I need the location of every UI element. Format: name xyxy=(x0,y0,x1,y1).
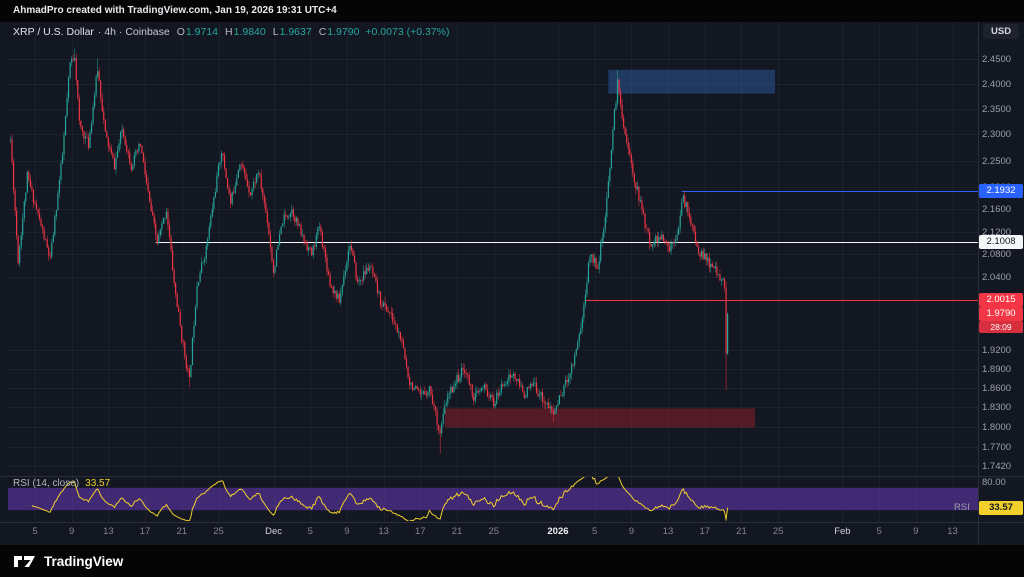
time-tick: 21 xyxy=(736,526,747,537)
close-label: C xyxy=(318,26,327,38)
open-label: O xyxy=(176,26,185,38)
time-tick: 13 xyxy=(378,526,389,537)
symbol-title[interactable]: XRP / U.S. Dollar xyxy=(13,26,94,38)
price-tick: 2.4000 xyxy=(982,78,1012,90)
tradingview-logo-text: TradingView xyxy=(44,553,124,569)
price-tick: 2.0400 xyxy=(982,272,1012,284)
rsi-value-badge: 33.57 xyxy=(979,501,1023,516)
time-tick: 5 xyxy=(307,526,313,537)
time-tick: 5 xyxy=(592,526,598,537)
high-value: 1.9840 xyxy=(233,26,266,38)
symbol-meta: · 4h · Coinbase xyxy=(97,26,170,38)
time-tick: 17 xyxy=(139,526,151,537)
price-tick: 1.9200 xyxy=(982,344,1012,356)
price-tick: 1.8900 xyxy=(982,363,1012,375)
tradingview-logo-icon xyxy=(14,555,35,567)
rsi-axis-label: RSI xyxy=(954,502,970,514)
price-badge-last: 1.9790 xyxy=(979,306,1023,321)
price-tick: 2.3000 xyxy=(982,129,1012,141)
time-tick: 9 xyxy=(344,526,350,537)
currency-button[interactable]: USD xyxy=(983,24,1020,39)
tradingview-logo[interactable]: TradingView xyxy=(12,554,123,569)
time-tick: 21 xyxy=(451,526,463,537)
bar-countdown: 28:09 xyxy=(979,320,1023,333)
price-badge-white: 2.1008 xyxy=(979,235,1023,250)
time-tick: 21 xyxy=(176,526,188,537)
price-tick: 2.1600 xyxy=(982,204,1012,216)
time-tick: 5 xyxy=(32,526,38,537)
rsi-axis-tick-80: 80.00 xyxy=(982,477,1006,489)
time-tick: 13 xyxy=(947,526,958,537)
price-tick: 2.2500 xyxy=(982,155,1012,167)
price-tick: 1.7420 xyxy=(982,460,1012,472)
price-tick: 1.8600 xyxy=(982,382,1012,394)
time-tick: 9 xyxy=(913,526,919,537)
price-badge-blue: 2.1932 xyxy=(979,184,1023,199)
attribution-bar: AhmadPro created with TradingView.com, J… xyxy=(0,0,1024,22)
low-value: 1.9637 xyxy=(279,26,312,38)
time-tick: 17 xyxy=(415,526,426,537)
rsi-legend: RSI (14, close) 33.57 xyxy=(13,478,110,489)
time-tick: 5 xyxy=(876,526,882,537)
time-tick: 2026 xyxy=(547,526,569,537)
price-tick: 1.8000 xyxy=(982,421,1012,433)
time-tick: 9 xyxy=(628,526,635,537)
time-tick: 25 xyxy=(213,526,224,537)
price-tick: 2.4500 xyxy=(982,54,1012,65)
low-label: L xyxy=(272,26,279,38)
price-tick: 2.0800 xyxy=(982,249,1012,261)
price-badge-red: 2.0015 xyxy=(979,293,1023,308)
price-tick: 2.3500 xyxy=(982,103,1012,115)
time-tick: 13 xyxy=(103,526,114,537)
attribution-text: AhmadPro created with TradingView.com, J… xyxy=(13,5,337,16)
price-tick: 1.8300 xyxy=(982,402,1012,414)
time-tick: Dec xyxy=(265,526,282,537)
rsi-title[interactable]: RSI (14, close) xyxy=(13,478,80,489)
symbol-legend: XRP / U.S. Dollar · 4h · Coinbase O 1.97… xyxy=(13,26,449,38)
close-value: 1.9790 xyxy=(327,26,360,38)
change-value: +0.0073 (+0.37%) xyxy=(365,26,450,38)
time-tick: 9 xyxy=(69,526,75,537)
time-tick: 13 xyxy=(662,526,674,537)
rsi-current-value: 33.57 xyxy=(85,478,111,489)
time-tick: 25 xyxy=(772,526,784,537)
time-tick: 17 xyxy=(699,526,711,537)
footer-bar: TradingView xyxy=(0,545,1024,577)
time-tick: 25 xyxy=(488,526,500,537)
price-tick: 1.7700 xyxy=(982,441,1012,453)
high-label: H xyxy=(225,26,233,38)
time-tick: Feb xyxy=(834,526,851,537)
price-tick: 2.1200 xyxy=(982,226,1012,238)
open-value: 1.9714 xyxy=(185,26,219,38)
time-axis[interactable]: 5 9 13 17 21 25 Dec 5 9 13 17 21 25 2026 5 9 13 17 21 25 Feb… xyxy=(0,526,1024,541)
